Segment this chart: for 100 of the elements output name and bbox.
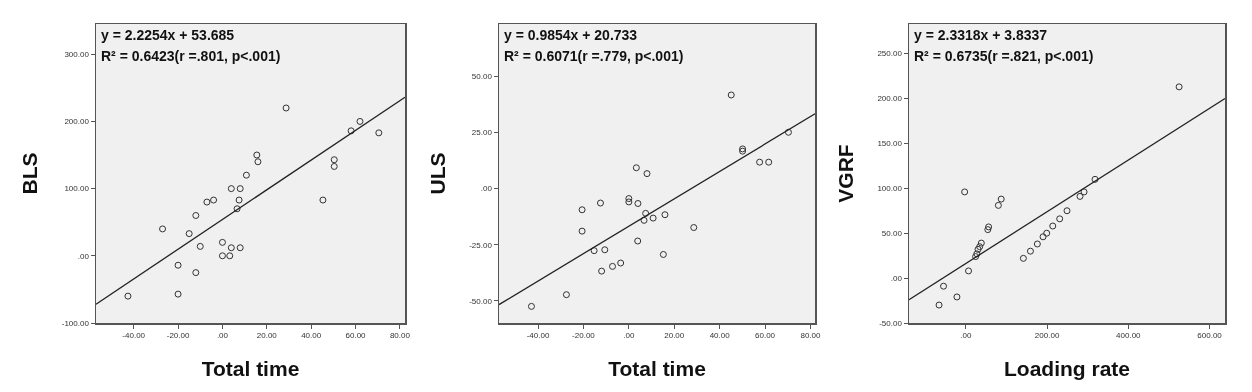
point bbox=[649, 214, 657, 222]
point bbox=[634, 237, 642, 245]
x-tick-label: .00 bbox=[216, 331, 229, 341]
point bbox=[985, 223, 993, 231]
point bbox=[625, 195, 633, 203]
x-tick-label: .00 bbox=[623, 331, 635, 341]
point bbox=[661, 211, 669, 219]
x-axis-title: Total time bbox=[201, 357, 300, 381]
point bbox=[625, 198, 633, 206]
point bbox=[236, 244, 244, 252]
point bbox=[972, 253, 980, 261]
y-tick-label: 50.00 bbox=[881, 229, 903, 239]
point bbox=[282, 104, 290, 112]
point bbox=[977, 239, 985, 247]
point bbox=[375, 129, 383, 137]
point bbox=[784, 128, 792, 136]
y-tick-label: .00 bbox=[77, 251, 90, 261]
point bbox=[236, 185, 244, 193]
x-tick-label: -40.00 bbox=[526, 331, 550, 341]
point bbox=[1019, 254, 1027, 262]
point bbox=[1026, 247, 1034, 255]
y-tick-label: -50.00 bbox=[469, 296, 493, 306]
point bbox=[756, 158, 764, 166]
point bbox=[935, 301, 943, 309]
point bbox=[1039, 233, 1047, 241]
y-axis-title: VGRF bbox=[834, 144, 857, 203]
annotation: y = 2.2254x + 53.685 bbox=[101, 27, 235, 43]
x-tick-label: 80.00 bbox=[389, 331, 411, 341]
point bbox=[953, 293, 961, 301]
point bbox=[253, 151, 261, 159]
point bbox=[1080, 188, 1088, 196]
point bbox=[1063, 207, 1071, 215]
point bbox=[226, 252, 234, 260]
point bbox=[940, 282, 948, 290]
point bbox=[196, 242, 204, 250]
point bbox=[235, 196, 243, 204]
x-tick-label: 600.00 bbox=[1197, 331, 1223, 341]
point bbox=[218, 238, 226, 246]
point bbox=[965, 267, 973, 275]
point bbox=[973, 250, 981, 258]
x-tick-label: -20.00 bbox=[572, 331, 596, 341]
y-tick-label: 150.00 bbox=[877, 139, 903, 149]
point bbox=[632, 164, 640, 172]
y-tick-label: 100.00 bbox=[64, 184, 90, 194]
x-axis-title: Loading rate bbox=[1003, 357, 1131, 381]
y-axis-title: BLS bbox=[18, 152, 42, 195]
point bbox=[578, 227, 586, 235]
x-tick-label: 60.00 bbox=[755, 331, 776, 341]
point bbox=[210, 196, 218, 204]
point bbox=[330, 162, 338, 170]
point bbox=[159, 225, 167, 233]
x-axis-title: Total time bbox=[608, 357, 706, 381]
annotation: y = 0.9854x + 20.733 bbox=[504, 27, 638, 43]
point bbox=[203, 198, 211, 206]
x-tick-label: 20.00 bbox=[256, 331, 278, 341]
x-tick-label: 40.00 bbox=[709, 331, 731, 341]
point bbox=[227, 185, 235, 193]
point bbox=[242, 171, 250, 179]
x-tick-label: -40.00 bbox=[122, 331, 146, 341]
annotation: R² = 0.6423(r =.801, p<.001) bbox=[101, 48, 281, 64]
x-tick-label: -20.00 bbox=[166, 331, 190, 341]
y-tick-label: 200.00 bbox=[64, 117, 90, 127]
point bbox=[174, 261, 182, 269]
point bbox=[659, 250, 667, 258]
point bbox=[643, 170, 651, 178]
x-tick-label: 400.00 bbox=[1116, 331, 1142, 341]
y-tick-label: 100.00 bbox=[877, 184, 903, 194]
y-tick-label: -50.00 bbox=[879, 318, 903, 328]
point bbox=[1091, 175, 1099, 183]
point bbox=[640, 216, 648, 224]
point bbox=[185, 230, 193, 238]
point bbox=[690, 224, 698, 232]
point bbox=[1175, 83, 1183, 91]
point bbox=[356, 117, 364, 125]
point bbox=[961, 188, 969, 196]
point bbox=[984, 226, 992, 234]
annotation: R² = 0.6735(r =.821, p<.001) bbox=[914, 48, 1094, 64]
y-tick-label: 25.00 bbox=[471, 128, 493, 138]
point bbox=[1076, 192, 1084, 200]
point bbox=[765, 158, 773, 166]
point bbox=[601, 246, 609, 254]
point bbox=[347, 127, 355, 135]
point bbox=[319, 196, 327, 204]
point bbox=[617, 259, 625, 267]
y-tick-label: -25.00 bbox=[469, 240, 493, 250]
x-tick-label: .00 bbox=[960, 331, 972, 341]
y-tick-label: 50.00 bbox=[471, 72, 493, 82]
point bbox=[1049, 222, 1057, 230]
point bbox=[233, 205, 241, 213]
y-tick-label: 300.00 bbox=[64, 50, 90, 60]
point bbox=[192, 211, 200, 219]
point bbox=[254, 158, 262, 166]
y-tick-label: 250.00 bbox=[877, 49, 903, 59]
point bbox=[1043, 229, 1051, 237]
point bbox=[997, 195, 1005, 203]
x-tick-label: 200.00 bbox=[1034, 331, 1060, 341]
point bbox=[727, 91, 735, 99]
x-tick-label: 80.00 bbox=[800, 331, 822, 341]
point bbox=[1033, 240, 1041, 248]
point bbox=[609, 262, 617, 270]
